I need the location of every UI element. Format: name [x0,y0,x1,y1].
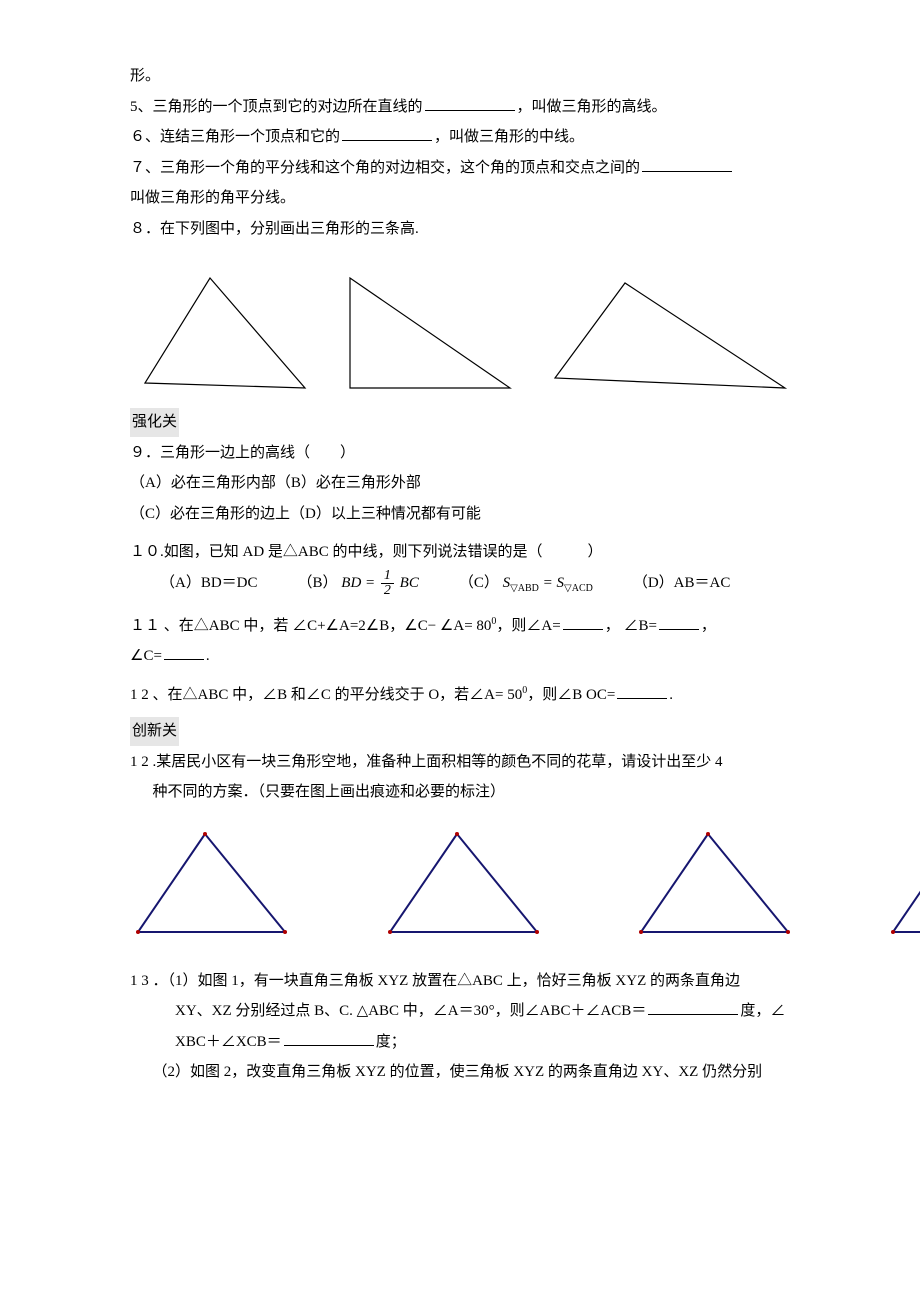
triangle-obtuse-icon [540,273,800,398]
section-innovate: 创新关 [130,717,179,746]
q11-blank-A [563,614,603,630]
question-12b-line2: 种不同的方案．（只要在图上画出痕迹和必要的标注） [130,778,920,807]
triangle-acute-icon [130,263,320,398]
q13-blank1 [648,999,738,1015]
question-9-stem: ９．三角形一边上的高线（ ） [130,439,920,468]
q10-optD: （D）AB＝AC [633,569,731,598]
plan-triangle-icon [885,822,920,942]
question-8: ８．在下列图中，分别画出三角形的三条高. [130,215,920,244]
question-13-line1: 1 3 ．（1）如图 1，有一块直角三角板 XYZ 放置在△ABC 上，恰好三角… [130,967,920,996]
q5-post: ，叫做三角形的高线。 [517,99,667,115]
question-13-line3: XBC＋∠XCB＝度； [130,1028,920,1057]
q6-pre: ６、连结三角形一个顶点和它的 [130,129,340,145]
question-5: 5、三角形的一个顶点到它的对边所在直线的 ，叫做三角形的高线。 [130,93,920,122]
plan-triangle-icon [633,822,798,942]
question-13-line2: XY、XZ 分别经过点 B、C. △ABC 中，∠A＝30°，则∠ABC＋∠AC… [130,997,920,1026]
q11-blank-C [164,644,204,660]
question-7-line2: 叫做三角形的角平分线。 [130,184,920,213]
question-13-line4: （2）如图 2，改变直角三角板 XYZ 的位置，使三角板 XYZ 的两条直角边 … [130,1058,920,1087]
continuation-text: 形。 [130,62,920,91]
fraction-half: 12 [381,569,394,598]
question-11-line1: １１ 、在△ABC 中，若 ∠C+∠A=2∠B，∠C− ∠A= 800，则∠A=… [130,612,920,641]
plan-triangle-icon [130,822,295,942]
question-10-stem: １０.如图，已知 AD 是△ABC 的中线，则下列说法错误的是（ ） [130,538,920,567]
q5-blank [425,95,515,111]
question-7-line1: ７、三角形一个角的平分线和这个角的对边相交，这个角的顶点和交点之间的 [130,154,920,183]
question-11-line2: ∠C=. [130,642,920,671]
triangle-right-icon [335,263,525,398]
question-12b-line1: 1 2 .某居民小区有一块三角形空地，准备种上面积相等的颜色不同的花草，请设计出… [130,748,920,777]
q7-pre: ７、三角形一个角的平分线和这个角的对边相交，这个角的顶点和交点之间的 [130,160,640,176]
q6-post: ，叫做三角形的中线。 [434,129,584,145]
plan-triangle-icon [382,822,547,942]
q10-optB: （B） BD = 12 BC [298,569,419,598]
q5-pre: 5、三角形的一个顶点到它的对边所在直线的 [130,99,423,115]
question-9-optCD: （C）必在三角形的边上（D）以上三种情况都有可能 [130,500,920,529]
figure-8-row [130,263,920,398]
question-9-optAB: （A）必在三角形内部（B）必在三角形外部 [130,469,920,498]
q13-blank2 [284,1030,374,1046]
question-6: ６、连结三角形一个顶点和它的 ，叫做三角形的中线。 [130,123,920,152]
q7-blank [642,156,732,172]
q12a-blank [617,683,667,699]
q6-blank [342,125,432,141]
q10-optA: （A）BD＝DC [160,569,258,598]
figure-12-row [130,822,920,942]
question-12a: 1 2 、在△ABC 中，∠B 和∠C 的平分线交于 O，若∠A= 500，则∠… [130,681,920,710]
question-10-options: （A）BD＝DC （B） BD = 12 BC （C） S▽ABD = S▽AC… [160,569,920,598]
section-enhance: 强化关 [130,408,179,437]
q11-blank-B [659,614,699,630]
q10-optC: （C） S▽ABD = S▽ACD [459,569,593,598]
